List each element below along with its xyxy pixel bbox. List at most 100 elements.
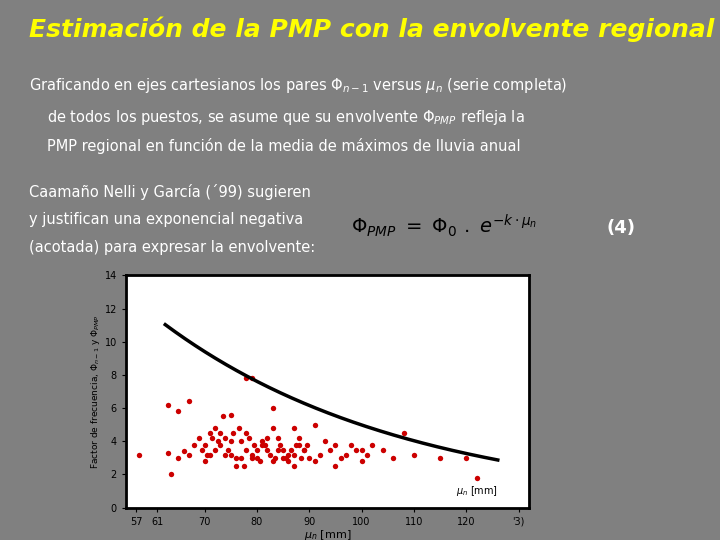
Point (196, 445, 207, 454)
Point (272, 434, 284, 442)
Point (285, 445, 297, 454)
Point (256, 437, 268, 445)
Point (207, 434, 218, 442)
Point (277, 445, 289, 454)
Point (269, 454, 281, 462)
Point (282, 450, 294, 459)
Text: $\Phi_{PMP}\ =\ \Phi_0\ .\ e^{-k\cdot\mu_n}$: $\Phi_{PMP}\ =\ \Phi_0\ .\ e^{-k\cdot\mu… (351, 212, 538, 239)
Point (217, 412, 229, 421)
Y-axis label: Factor de frecuencia, $\Phi_{n-1}$ y $\Phi_{PMP}$: Factor de frecuencia, $\Phi_{n-1}$ y $\P… (89, 314, 102, 469)
Point (272, 445, 284, 454)
Point (261, 434, 273, 442)
Point (293, 440, 305, 449)
Point (183, 397, 194, 406)
Point (298, 445, 310, 454)
Point (215, 440, 226, 449)
Point (212, 437, 223, 445)
Text: Estimación de la PMP con la envolvente regional: Estimación de la PMP con la envolvente r… (29, 16, 714, 42)
Point (183, 450, 194, 459)
Point (233, 424, 244, 433)
Point (238, 462, 250, 470)
Point (210, 445, 221, 454)
Point (225, 450, 236, 459)
Point (230, 462, 242, 470)
Point (351, 445, 362, 454)
Point (267, 424, 279, 433)
Point (280, 454, 292, 462)
Point (220, 434, 231, 442)
Text: PMP regional en función de la media de máximos de lluvia anual: PMP regional en función de la media de m… (47, 138, 521, 154)
Point (173, 454, 184, 462)
Point (240, 374, 252, 382)
Point (251, 445, 263, 454)
Point (246, 454, 258, 462)
Point (434, 454, 446, 462)
Point (202, 450, 213, 459)
Point (267, 457, 279, 465)
Text: de todos los puestos, se asume que su envolvente $\Phi_{PMP}$ refleja la: de todos los puestos, se asume que su en… (47, 108, 524, 127)
Point (267, 404, 279, 413)
Point (261, 445, 273, 454)
Point (210, 424, 221, 433)
Point (301, 440, 312, 449)
Text: (4): (4) (606, 219, 635, 237)
Point (282, 457, 294, 465)
Point (220, 450, 231, 459)
Point (275, 440, 287, 449)
Point (366, 440, 378, 449)
Point (356, 457, 367, 465)
Point (251, 454, 263, 462)
Point (246, 374, 258, 382)
Text: $\mu_n$ [mm]: $\mu_n$ [mm] (456, 484, 498, 498)
Point (230, 454, 242, 462)
Point (304, 454, 315, 462)
Point (165, 470, 176, 479)
Point (330, 440, 341, 449)
Point (288, 450, 300, 459)
Point (243, 434, 255, 442)
Point (248, 440, 260, 449)
Point (173, 407, 184, 416)
Point (356, 445, 367, 454)
Point (290, 440, 302, 449)
Point (319, 437, 330, 445)
Point (309, 457, 320, 465)
Point (194, 434, 205, 442)
Text: Caamaño Nelli y García (´99) sugieren: Caamaño Nelli y García (´99) sugieren (29, 184, 310, 200)
Point (235, 454, 247, 462)
Point (189, 440, 200, 449)
Point (309, 420, 320, 429)
Point (288, 424, 300, 433)
Point (259, 440, 271, 449)
Point (256, 440, 268, 449)
Point (293, 434, 305, 442)
Point (133, 450, 145, 459)
Point (408, 450, 420, 459)
Point (162, 449, 174, 457)
Point (246, 450, 258, 459)
Point (215, 429, 226, 437)
X-axis label: $\mu_n$ [mm]: $\mu_n$ [mm] (304, 528, 351, 540)
Point (222, 445, 234, 454)
Point (204, 429, 215, 437)
Point (199, 457, 210, 465)
Point (277, 454, 289, 462)
Point (461, 454, 472, 462)
Point (225, 410, 236, 419)
Text: y justifican una exponencial negativa: y justifican una exponencial negativa (29, 212, 303, 227)
Point (340, 450, 351, 459)
Point (253, 457, 265, 465)
Point (199, 440, 210, 449)
Point (228, 429, 239, 437)
Point (314, 450, 325, 459)
Point (330, 462, 341, 470)
Text: (acotada) para expresar la envolvente:: (acotada) para expresar la envolvente: (29, 240, 315, 255)
Point (346, 440, 357, 449)
Point (288, 462, 300, 470)
Point (361, 450, 373, 459)
Point (204, 450, 215, 459)
Point (471, 474, 482, 482)
Point (162, 401, 174, 409)
Point (240, 445, 252, 454)
Point (264, 450, 276, 459)
